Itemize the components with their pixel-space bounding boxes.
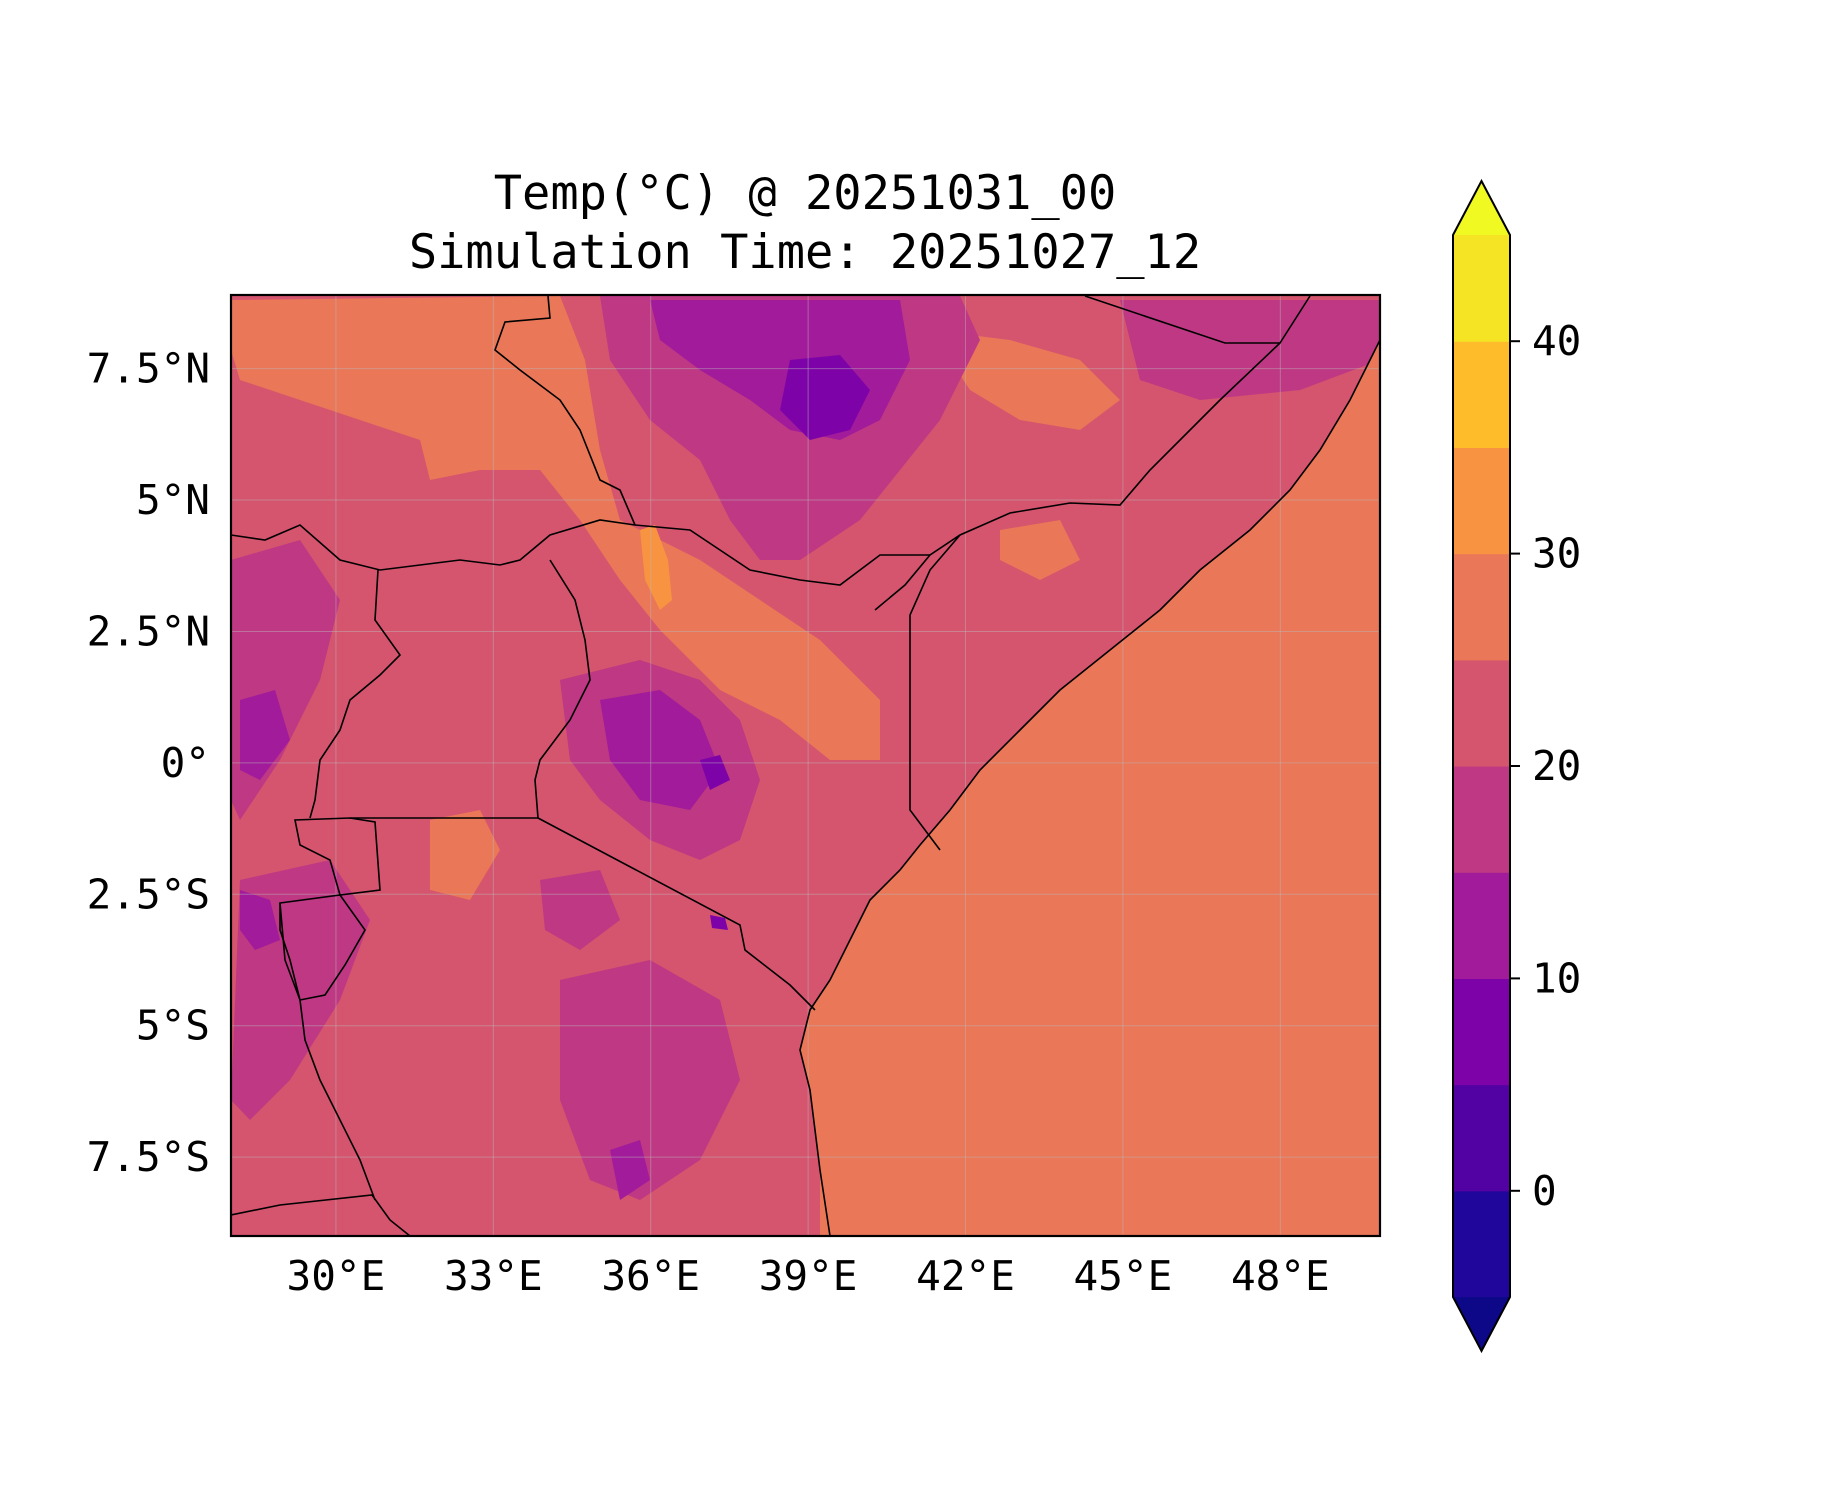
graticule [231,295,1380,1236]
indian-ocean [800,340,1380,1236]
colorbar-under-triangle [1453,1297,1510,1351]
lon-tick-label: 45°E [1074,1252,1173,1300]
border-ethiopia-south-sudan [494,295,636,526]
colorbar-segment [1453,447,1510,555]
colorbar-segment [1453,659,1510,767]
colorbar-tick-label: 0 [1532,1167,1557,1215]
lat-tick-label: 2.5°S [87,870,210,918]
coastline [799,339,1380,1236]
lon-tick-label: 33°E [444,1252,543,1300]
lat-tick-label: 2.5°N [87,607,210,655]
cold-peaks [700,355,870,930]
border-zambia-malawi [231,1194,411,1236]
border-kenya-somalia [909,534,961,851]
colorbar-segment [1453,766,1510,873]
colorbar-tick-label: 30 [1532,530,1581,578]
colder-highlands [240,300,910,1200]
lat-tick-label: 7.5°S [87,1133,210,1181]
colorbar-segment [1453,553,1510,661]
border-south-sudan-uganda [231,519,636,571]
border-kenya-tanzania [537,817,816,1011]
colorbar-segment [1453,978,1510,1086]
lat-tick-label: 5°N [136,476,210,524]
border-sudan-south-sudan [1084,295,1311,344]
latitude-tick-labels: 7.5°N 5°N 2.5°N 0° 2.5°S 5°S 7.5°S [87,345,210,1182]
colorbar-tick-label: 20 [1532,742,1581,790]
map-title: Temp(°C) @ 20251031_00 [493,166,1117,221]
colorbar-over-triangle [1453,181,1510,235]
longitude-tick-labels: 30°E 33°E 36°E 39°E 42°E 45°E 48°E [287,1252,1330,1300]
colorbar-segment [1453,235,1510,342]
map-frame [229,293,1382,1238]
colorbar-tick-label: 40 [1532,317,1581,365]
colorbar: 0 10 20 30 40 [1452,178,1581,1354]
colorbar-segment [1453,872,1510,979]
lon-tick-label: 48°E [1231,1252,1330,1300]
border-rwanda [294,817,381,896]
border-uganda-drc [309,569,402,819]
colorbar-segment [1453,341,1510,448]
hot-spot-turkana [640,525,672,610]
national-borders [231,295,1311,1236]
border-ethiopia-kenya [634,524,930,586]
map-subtitle: Simulation Time: 20251027_12 [408,225,1202,280]
lat-tick-label: 7.5°N [87,345,210,393]
colorbar-outline [1452,178,1511,1354]
map-area [231,295,1380,1236]
colorbar-segment [1453,1084,1510,1192]
lon-tick-label: 36°E [601,1252,700,1300]
lon-tick-label: 42°E [916,1252,1015,1300]
border-uganda-kenya [534,559,591,819]
border-ethiopia-somalia [874,342,1281,611]
lon-tick-label: 30°E [287,1252,386,1300]
border-drc-tanzania [279,902,376,1201]
colorbar-segment [1453,1190,1510,1298]
lat-tick-label: 0° [161,739,210,787]
colorbar-tick-label: 10 [1532,954,1581,1002]
lat-tick-label: 5°S [136,1002,210,1050]
lon-tick-label: 39°E [759,1252,858,1300]
